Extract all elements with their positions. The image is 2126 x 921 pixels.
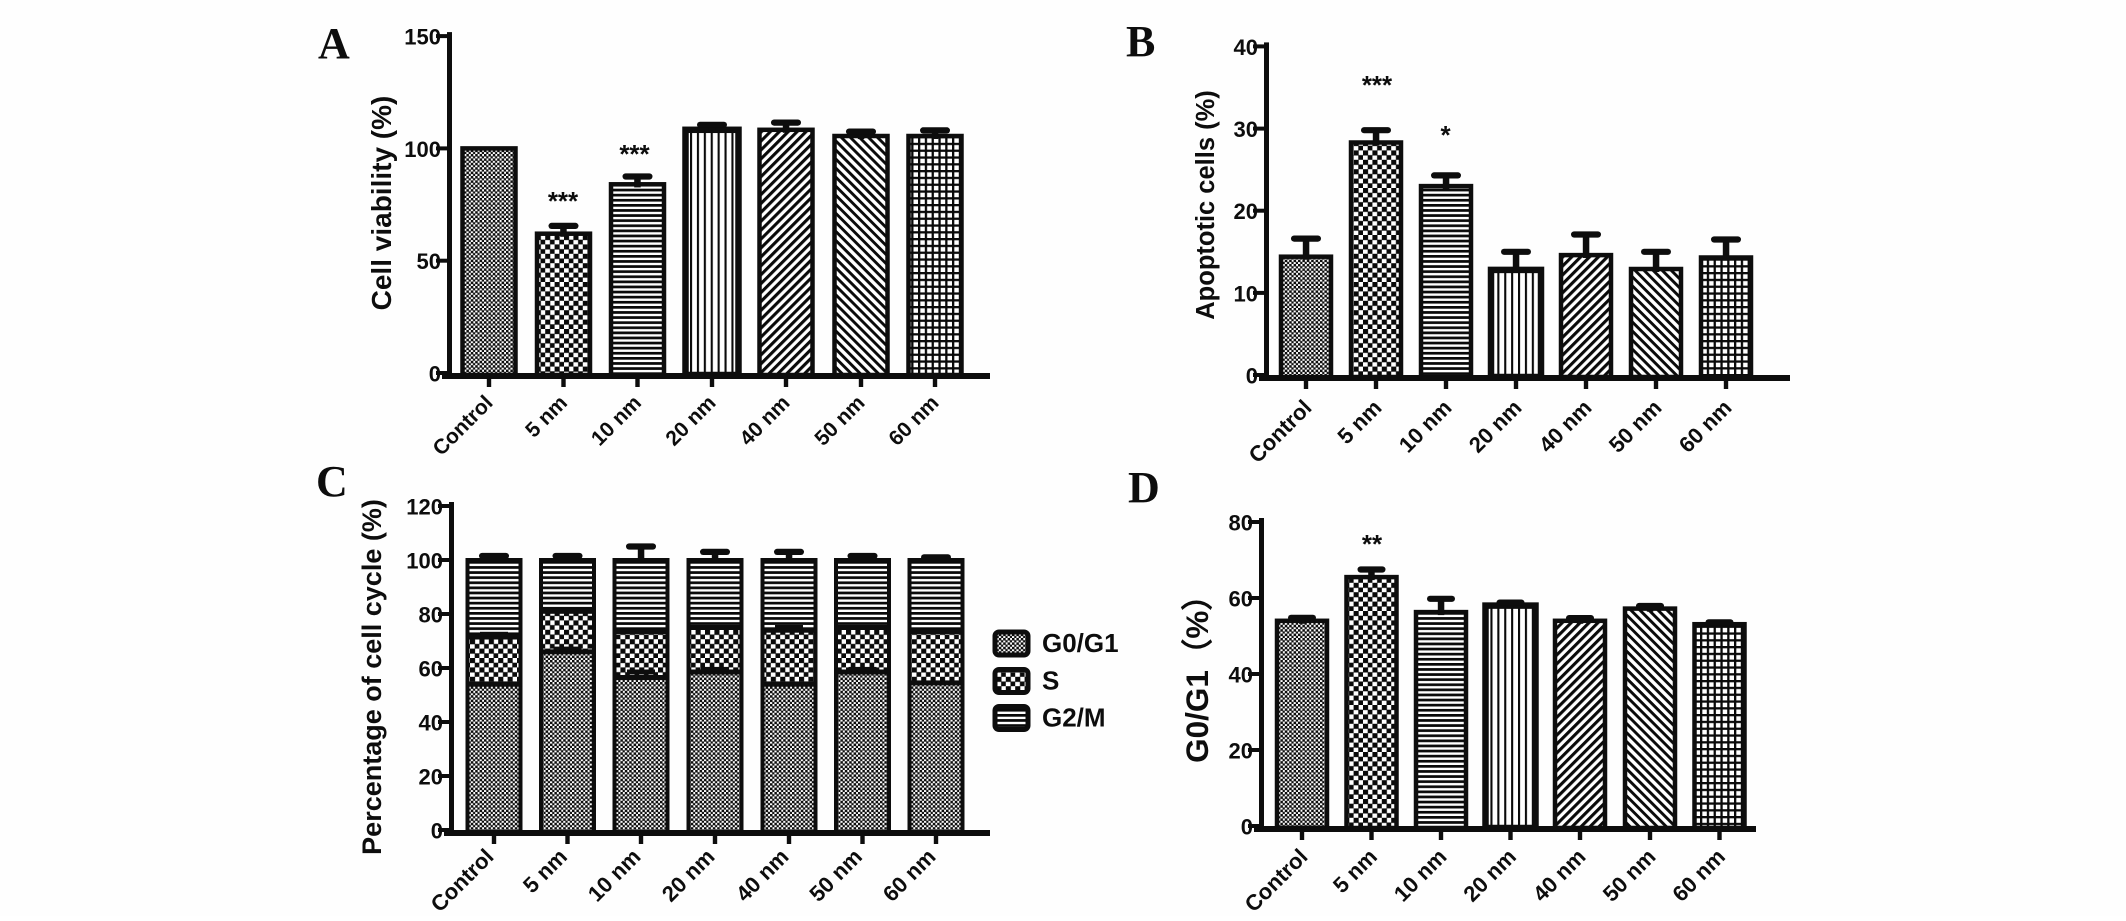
svg-text:***: *** bbox=[548, 186, 579, 216]
svg-text:10: 10 bbox=[1234, 281, 1258, 306]
svg-text:100: 100 bbox=[406, 549, 443, 574]
svg-text:0: 0 bbox=[1246, 364, 1258, 389]
svg-text:50: 50 bbox=[417, 249, 441, 274]
svg-text:150: 150 bbox=[404, 25, 441, 50]
svg-text:Percentage of cell cycle (%): Percentage of cell cycle (%) bbox=[357, 499, 387, 855]
svg-text:40: 40 bbox=[1229, 663, 1253, 688]
svg-text:20: 20 bbox=[1229, 739, 1253, 764]
svg-text:60: 60 bbox=[1229, 587, 1253, 612]
svg-text:**: ** bbox=[1362, 529, 1383, 559]
svg-text:S: S bbox=[1042, 666, 1059, 696]
svg-text:Cell viability (%): Cell viability (%) bbox=[366, 96, 397, 311]
svg-text:G0/G1（%）: G0/G1（%） bbox=[1179, 579, 1215, 763]
svg-text:D: D bbox=[1128, 463, 1160, 512]
svg-text:120: 120 bbox=[406, 495, 443, 520]
svg-text:0: 0 bbox=[1241, 815, 1253, 840]
svg-text:20: 20 bbox=[1234, 199, 1258, 224]
svg-text:A: A bbox=[318, 19, 350, 68]
svg-text:0: 0 bbox=[429, 362, 441, 387]
svg-text:G2/M: G2/M bbox=[1042, 703, 1106, 733]
svg-text:Apoptotic cells (%): Apoptotic cells (%) bbox=[1192, 90, 1220, 320]
svg-text:20: 20 bbox=[419, 765, 443, 790]
svg-text:G0/G1: G0/G1 bbox=[1042, 628, 1119, 658]
svg-text:40: 40 bbox=[419, 711, 443, 736]
svg-text:C: C bbox=[316, 457, 348, 506]
svg-text:80: 80 bbox=[1229, 511, 1253, 536]
svg-text:100: 100 bbox=[404, 137, 441, 162]
svg-text:***: *** bbox=[619, 139, 650, 169]
svg-text:*: * bbox=[1440, 120, 1451, 150]
svg-text:40: 40 bbox=[1234, 35, 1258, 60]
svg-text:30: 30 bbox=[1234, 117, 1258, 142]
svg-text:***: *** bbox=[1362, 70, 1393, 100]
svg-text:60: 60 bbox=[419, 657, 443, 682]
svg-text:0: 0 bbox=[431, 819, 443, 844]
svg-text:B: B bbox=[1126, 17, 1155, 66]
svg-text:80: 80 bbox=[419, 603, 443, 628]
